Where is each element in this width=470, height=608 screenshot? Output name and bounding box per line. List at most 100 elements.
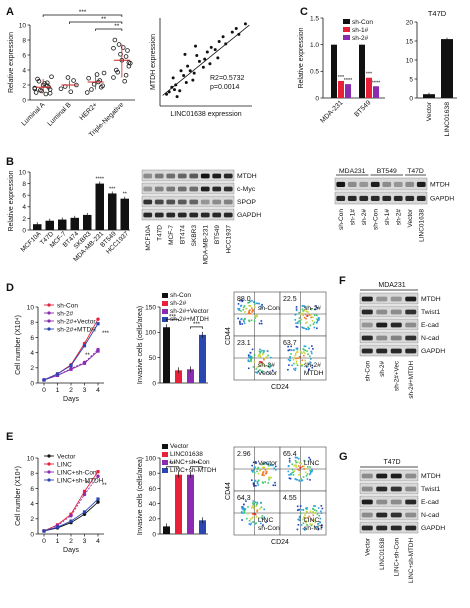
c-right-category: LINC01638 (444, 102, 451, 137)
e-flow-event (298, 462, 301, 464)
e-bar-ytick-label: 60 (149, 486, 157, 493)
e-flow-event (302, 476, 305, 478)
a-left-point (58, 86, 64, 92)
d-flow-event (255, 314, 258, 317)
d-flow-event (301, 308, 304, 310)
d-flow-event (316, 314, 318, 317)
e-flow-event (311, 469, 313, 472)
e-flow-event (318, 521, 321, 523)
e-bar-legend-swatch (162, 468, 168, 473)
b-chart-significance: *** (109, 186, 116, 192)
d-flow-event (300, 318, 303, 321)
e-flow-event (259, 522, 262, 525)
e-flow-event (256, 510, 259, 513)
e-flow-event (311, 470, 313, 473)
d-flow-event (316, 307, 319, 309)
b-mid-blot-band (223, 173, 233, 179)
e-flow-event (315, 509, 318, 512)
d-flow-event (302, 314, 304, 317)
e-flow-event (243, 508, 246, 510)
a-left-point (101, 70, 107, 76)
d-line-ytick-label: 4 (30, 350, 34, 357)
f-blot-protein-label: GAPDH (421, 348, 445, 355)
d-line-significance: *** (102, 331, 110, 337)
d-flow-event (259, 352, 261, 354)
e-flow-event (314, 505, 316, 507)
d-line-legend-marker (47, 319, 51, 323)
d-flow-event (253, 320, 256, 322)
c-right-bar (441, 39, 453, 98)
d-line-xtick-label: 0 (42, 387, 46, 394)
d-bar-legend-label: sh-Con (170, 292, 191, 299)
d-flow-event (310, 358, 312, 360)
a-right-point (182, 73, 186, 77)
g-blot-band (405, 473, 417, 479)
d-flow-event (295, 362, 298, 364)
d-flow-event (311, 366, 314, 369)
b-mid-blot-band (223, 212, 233, 218)
a-right-point (191, 78, 195, 82)
d-flow-event (287, 349, 290, 352)
g-blot-band (361, 525, 373, 531)
g-blot-strip (359, 495, 419, 508)
e-flow-event (249, 523, 252, 526)
e-flow-event (257, 472, 260, 475)
f-blot-strip (359, 318, 419, 331)
a-right-point (243, 22, 247, 26)
d-bar-bar (199, 334, 206, 383)
d-flow-sample-label: sh-Con (258, 305, 280, 312)
e-flow-event (265, 472, 268, 475)
d-flow-event (256, 366, 259, 368)
c-right-ytick-label: 10 (406, 57, 414, 64)
e-flow-event (267, 482, 270, 484)
d-flow-event (303, 316, 306, 319)
d-flow-event (287, 345, 289, 348)
b-mid-blot-protein-label: SPOP (237, 199, 256, 206)
e-flow-event (296, 468, 299, 471)
e-line-legend-marker (47, 462, 51, 466)
d-flow-event (306, 321, 308, 324)
e-flow-event (252, 502, 254, 504)
c-right-category: Vector (426, 101, 433, 121)
e-flow-event (287, 470, 290, 473)
e-flow-event (303, 529, 306, 531)
d-flow-event (248, 320, 251, 323)
e-flow-event (247, 506, 249, 508)
e-flow-event (309, 466, 311, 468)
e-flow-event (306, 508, 308, 511)
d-flow-event (248, 356, 251, 359)
e-flow-event (300, 524, 303, 526)
e-flow-event (319, 517, 322, 520)
e-line-ylabel: Cell number (X10⁴) (15, 466, 22, 526)
d-bar-legend-swatch (162, 293, 168, 298)
d-flow-event (294, 354, 297, 357)
f-blot-protein-label: N-cad (421, 335, 439, 342)
b-right-group-label: T47D (407, 168, 424, 175)
e-flow-event (267, 464, 270, 467)
e-flow-event (306, 478, 309, 480)
e-flow-event (262, 482, 264, 484)
a-right-point (175, 95, 179, 99)
e-flow-event (255, 505, 257, 508)
e-flow-event (298, 519, 301, 522)
c-left-ytick-label: 0 (315, 95, 319, 102)
e-line-xlabel: Days (63, 547, 79, 554)
b-mid-blot-band (200, 212, 210, 218)
d-flow-percentage: 63.7 (283, 340, 297, 347)
f-blot-lane-label: sh-Con (364, 361, 371, 382)
e-flow-event (309, 479, 311, 481)
d-flow-event (301, 359, 304, 362)
b-right-blot-lane-label: sh-Con (338, 209, 345, 230)
d-flow-percentage: 23.1 (237, 340, 251, 347)
d-flow-event (304, 359, 306, 362)
d-flow-event (307, 353, 309, 356)
e-flow-event (296, 461, 299, 464)
d-flow-event (303, 327, 305, 330)
d-flow-event (240, 318, 242, 321)
f-blot-band (390, 348, 402, 354)
d-flow-event (290, 353, 292, 355)
b-mid-blot-band (177, 199, 187, 205)
e-flow-event (310, 512, 313, 514)
d-flow-event (247, 301, 249, 304)
